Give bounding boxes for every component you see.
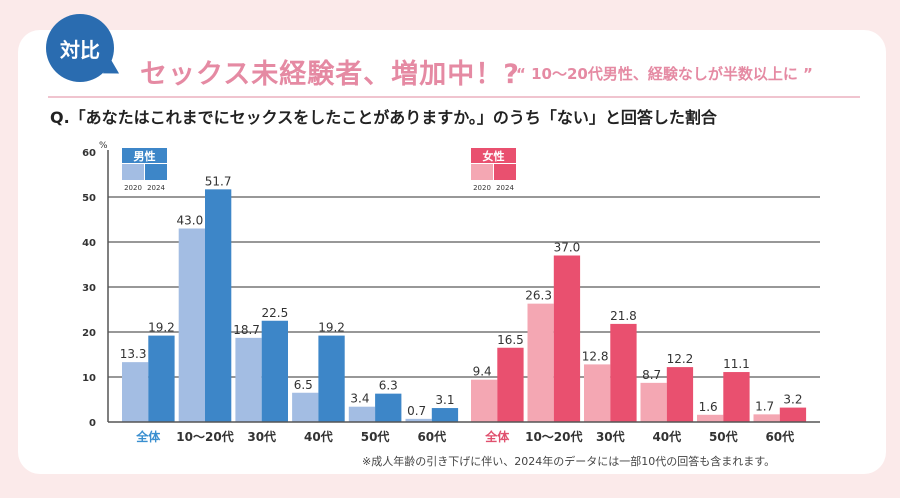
legend-header: [471, 148, 516, 163]
bar-female-2024: [553, 255, 581, 422]
bar-female-2020: [640, 382, 667, 422]
data-label: 0.7: [407, 404, 426, 418]
page-subtitle: “ 10～20代男性、経験なしが半数以上に ”: [516, 65, 813, 83]
data-label: 9.4: [473, 365, 492, 379]
legend-title: 女性: [483, 149, 505, 163]
legend-year: 2020: [124, 184, 142, 192]
data-label: 12.8: [582, 349, 609, 363]
x-tick-label: 全体: [135, 429, 161, 444]
data-label: 3.4: [350, 392, 369, 406]
legend-swatch-2024: [145, 164, 167, 180]
bar-female-2024: [497, 347, 524, 422]
bar-male-2020: [292, 392, 319, 422]
bar-female-2024: [779, 407, 807, 422]
y-tick-label: 10: [82, 373, 96, 384]
x-tick-label: 50代: [361, 429, 390, 444]
data-label: 3.1: [435, 393, 454, 407]
data-label: 16.5: [497, 333, 524, 347]
bar-male-2020: [235, 337, 262, 422]
legend-header: [122, 148, 167, 163]
y-tick-label: 0: [89, 418, 96, 429]
bar-female-2024: [723, 372, 750, 422]
bar-male-2024: [375, 393, 402, 422]
bar-male-2020: [122, 362, 149, 422]
data-label: 11.1: [723, 357, 750, 371]
legend-swatch-2020: [122, 164, 144, 180]
data-label: 13.3: [120, 347, 147, 361]
y-tick-label: 50: [82, 193, 96, 204]
page-title: セックス未経験者、増加中！?: [140, 59, 520, 90]
bar-female-2020: [527, 303, 554, 422]
y-tick-label: 60: [82, 148, 96, 159]
x-tick-label: 10～20代: [176, 429, 233, 444]
y-tick-label: 30: [82, 283, 96, 294]
bar-male-2024: [205, 189, 232, 422]
bar-male-2020: [178, 228, 205, 422]
data-label: 6.5: [294, 378, 313, 392]
legend-year: 2020: [473, 184, 491, 192]
y-axis-unit: %: [99, 141, 108, 151]
data-label: 3.2: [783, 393, 802, 407]
bar-male-2020: [405, 418, 432, 422]
x-tick-label: 全体: [484, 429, 510, 444]
title-divider: [48, 96, 860, 98]
legend-swatch-2024: [494, 164, 516, 180]
data-label: 18.7: [233, 323, 260, 337]
x-tick-label: 60代: [765, 429, 794, 444]
bar-female-2020: [753, 414, 780, 422]
bar-female-2024: [666, 367, 694, 422]
data-label: 12.2: [667, 352, 694, 366]
x-tick-label: 30代: [596, 429, 625, 444]
data-label: 6.3: [379, 379, 398, 393]
footnote: ※成人年齢の引き下げに伴い、2024年のデータには一部10代の回答も含まれます。: [362, 455, 776, 468]
bar-male-2024: [431, 408, 459, 422]
data-label: 37.0: [554, 241, 581, 255]
x-tick-label: 40代: [652, 429, 681, 444]
bar-female-2020: [471, 379, 498, 422]
survey-question: Q.「あなたはこれまでにセックスをしたことがありますか。」のうち「ない」と回答し…: [50, 108, 717, 127]
bar-male-2024: [261, 320, 288, 422]
data-label: 51.7: [205, 174, 232, 188]
legend-year: 2024: [147, 184, 165, 192]
bar-male-2024: [318, 335, 345, 422]
data-label: 26.3: [525, 289, 552, 303]
bar-female-2020: [584, 364, 611, 422]
bar-female-2020: [697, 414, 724, 422]
bar-male-2024: [148, 335, 175, 422]
x-tick-label: 10～20代: [525, 429, 582, 444]
y-tick-label: 20: [82, 328, 96, 339]
legend-year: 2024: [496, 184, 514, 192]
data-label: 43.0: [176, 214, 203, 228]
data-label: 1.7: [755, 399, 774, 413]
x-tick-label: 40代: [304, 429, 333, 444]
x-tick-label: 50代: [709, 429, 738, 444]
data-label: 19.2: [318, 321, 345, 335]
data-label: 8.7: [642, 368, 661, 382]
legend-title: 男性: [134, 149, 156, 163]
data-label: 19.2: [148, 321, 175, 335]
legend-swatch-2020: [471, 164, 493, 180]
bar-female-2024: [610, 323, 637, 422]
comparison-badge: 対比: [46, 14, 114, 82]
y-tick-label: 40: [82, 238, 96, 249]
x-tick-label: 30代: [247, 429, 276, 444]
data-label: 1.6: [699, 400, 718, 414]
data-label: 22.5: [261, 306, 288, 320]
bar-male-2020: [348, 406, 376, 422]
x-tick-label: 60代: [417, 429, 446, 444]
data-label: 21.8: [610, 309, 637, 323]
